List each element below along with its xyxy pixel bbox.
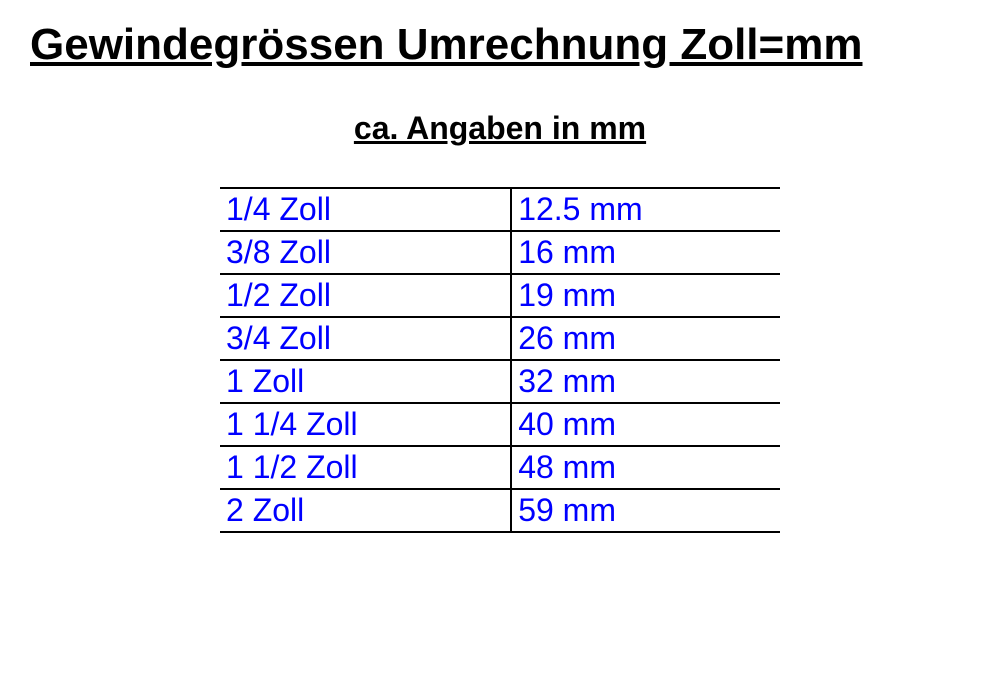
cell-zoll: 2 Zoll <box>220 489 511 532</box>
table-row: 3/8 Zoll 16 mm <box>220 231 780 274</box>
cell-zoll: 1 1/4 Zoll <box>220 403 511 446</box>
table-row: 1 1/4 Zoll 40 mm <box>220 403 780 446</box>
cell-zoll: 3/4 Zoll <box>220 317 511 360</box>
table-row: 1 Zoll 32 mm <box>220 360 780 403</box>
cell-zoll: 1 1/2 Zoll <box>220 446 511 489</box>
conversion-table: 1/4 Zoll 12.5 mm 3/8 Zoll 16 mm 1/2 Zoll… <box>220 187 780 533</box>
cell-mm: 16 mm <box>511 231 780 274</box>
cell-mm: 19 mm <box>511 274 780 317</box>
table-row: 1/4 Zoll 12.5 mm <box>220 188 780 231</box>
cell-mm: 12.5 mm <box>511 188 780 231</box>
cell-zoll: 1/4 Zoll <box>220 188 511 231</box>
page-subtitle: ca. Angaben in mm <box>30 110 970 147</box>
cell-zoll: 1/2 Zoll <box>220 274 511 317</box>
cell-zoll: 1 Zoll <box>220 360 511 403</box>
table-row: 1 1/2 Zoll 48 mm <box>220 446 780 489</box>
table-row: 1/2 Zoll 19 mm <box>220 274 780 317</box>
cell-mm: 59 mm <box>511 489 780 532</box>
cell-mm: 48 mm <box>511 446 780 489</box>
cell-mm: 32 mm <box>511 360 780 403</box>
page-title: Gewindegrössen Umrechnung Zoll=mm <box>30 20 970 70</box>
cell-mm: 40 mm <box>511 403 780 446</box>
table-row: 3/4 Zoll 26 mm <box>220 317 780 360</box>
table-row: 2 Zoll 59 mm <box>220 489 780 532</box>
cell-mm: 26 mm <box>511 317 780 360</box>
cell-zoll: 3/8 Zoll <box>220 231 511 274</box>
